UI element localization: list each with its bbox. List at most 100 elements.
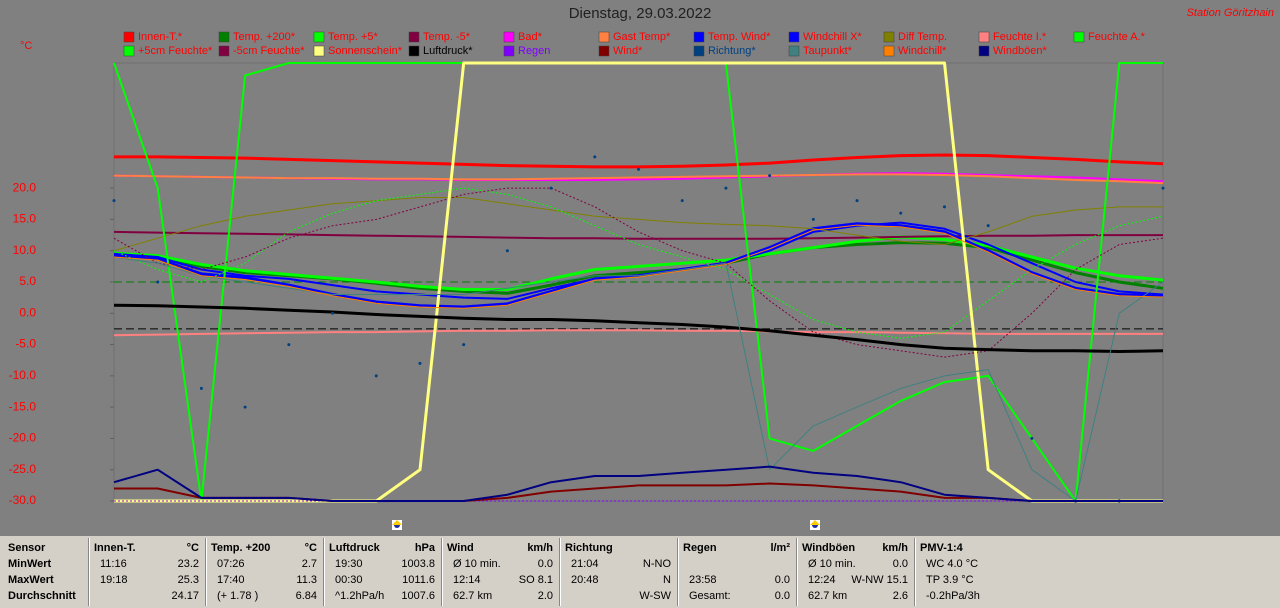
legend-label: Temp. Wind* (708, 31, 771, 43)
legend-swatch (788, 45, 800, 57)
legend-swatch (123, 31, 135, 43)
legend-label: Taupunkt* (803, 45, 853, 57)
table-cell: 2.7 (301, 558, 317, 570)
legend-label: Bad* (518, 31, 543, 43)
table-cell: 00:30 (335, 574, 363, 586)
column-separator (323, 538, 325, 606)
y-tick-label: -10.0 (9, 368, 37, 382)
y-tick-label: 15.0 (13, 212, 37, 226)
y-tick-label: -15.0 (9, 399, 37, 413)
legend-swatch (313, 31, 325, 43)
legend-swatch (408, 45, 420, 57)
series-dot (287, 343, 291, 347)
table-cell: Ø 10 min. (453, 558, 501, 570)
y-tick-label: 0.0 (19, 305, 36, 319)
table-cell: WC 4.0 °C (926, 558, 979, 570)
series-dot (899, 211, 903, 215)
series-dot (112, 199, 116, 203)
legend-swatch (693, 45, 705, 57)
series-dot (1030, 436, 1034, 440)
series-dot (374, 374, 378, 378)
legend-swatch (503, 45, 515, 57)
legend-label: Innen-T.* (138, 31, 183, 43)
series-dot (331, 311, 335, 315)
series-line (113, 465, 1163, 502)
table-cell: 24.17 (171, 590, 199, 602)
table-cell: l/m² (770, 542, 790, 554)
table-cell: 0.0 (537, 558, 553, 570)
series-dot (724, 186, 728, 190)
legend-swatch (598, 45, 610, 57)
table-cell: 62.7 km (808, 590, 848, 602)
y-tick-label: 10.0 (13, 243, 37, 257)
table-cell: MaxWert (8, 574, 54, 586)
table-cell: 1007.6 (401, 590, 435, 602)
series-line (113, 224, 1164, 309)
table-cell: 07:26 (217, 558, 245, 570)
table-cell: 11:16 (100, 558, 127, 570)
column-separator (914, 538, 916, 606)
y-tick-label: -30.0 (9, 493, 37, 507)
table-cell: TP 3.9 °C (926, 574, 974, 586)
table-cell: Regen (683, 542, 717, 554)
table-cell: SO 8.1 (518, 574, 553, 586)
column-separator (205, 538, 207, 606)
legend-label: Windchill X* (803, 31, 862, 43)
table-cell: ^1.2hPa/h (335, 590, 385, 602)
table-cell: 23:58 (689, 574, 717, 586)
table-cell: 62.7 km (453, 590, 493, 602)
table-cell: N-NO (642, 558, 671, 570)
table-cell: MinWert (8, 558, 52, 570)
legend-swatch (883, 45, 895, 57)
legend-swatch (788, 31, 800, 43)
table-cell: 20:48 (571, 574, 599, 586)
table-cell: °C (304, 542, 317, 554)
table-cell: Windböen (802, 542, 856, 554)
series-line (113, 187, 1164, 339)
column-separator (559, 538, 561, 606)
legend-swatch (218, 45, 230, 57)
series-dot (418, 361, 422, 365)
sunrise-icon (392, 520, 402, 530)
station-label: Station Göritzhain (1187, 7, 1274, 19)
legend-label: +5cm Feuchte* (138, 45, 213, 57)
table-cell: °C (186, 542, 199, 554)
stats-table: Sensor MinWert MaxWert Durchschnitt Innen-T.… (0, 536, 1280, 608)
table-cell: 6.84 (295, 590, 317, 602)
table-cell: hPa (414, 542, 435, 554)
table-cell: Richtung (565, 542, 613, 554)
table-cell: 12:24 (808, 574, 836, 586)
series-line (113, 173, 1164, 185)
chart: Dienstag, 29.03.2022 Station Göritzhain … (9, 5, 1274, 530)
table-cell: 1011.6 (402, 574, 435, 586)
table-cell: 0.0 (892, 558, 908, 570)
table-cell: 2.6 (892, 590, 908, 602)
legend-swatch (978, 45, 990, 57)
table-cell: Ø 10 min. (808, 558, 856, 570)
legend-label: Gast Temp* (613, 31, 671, 43)
series-line (113, 197, 1163, 252)
legend-label: Temp. -5* (423, 31, 471, 43)
table-cell: 19:18 (100, 574, 128, 586)
table-cell: km/h (882, 542, 908, 554)
chart-title: Dienstag, 29.03.2022 (569, 5, 712, 22)
legend-swatch (883, 31, 895, 43)
column-separator (796, 538, 798, 606)
table-cell: Temp. +200 (211, 542, 271, 554)
sunset-icon (810, 520, 820, 530)
table-cell: (+ 1.78 ) (217, 590, 259, 602)
table-cell: Gesamt: (689, 590, 731, 602)
legend-label: Wind* (613, 45, 643, 57)
table-cell: Luftdruck (329, 542, 380, 554)
series-dot (986, 224, 990, 228)
legend-label: Temp. +5* (328, 31, 379, 43)
legend-swatch (693, 31, 705, 43)
table-cell: PMV-1:4 (920, 542, 963, 554)
legend-label: -5cm Feuchte* (233, 45, 305, 57)
series-dot (855, 199, 859, 203)
legend-swatch (408, 31, 420, 43)
legend-label: Regen (518, 45, 550, 57)
table-cell: W-NW 15.1 (851, 574, 908, 586)
legend-label: Temp. +200* (233, 31, 296, 43)
column-separator (677, 538, 679, 606)
